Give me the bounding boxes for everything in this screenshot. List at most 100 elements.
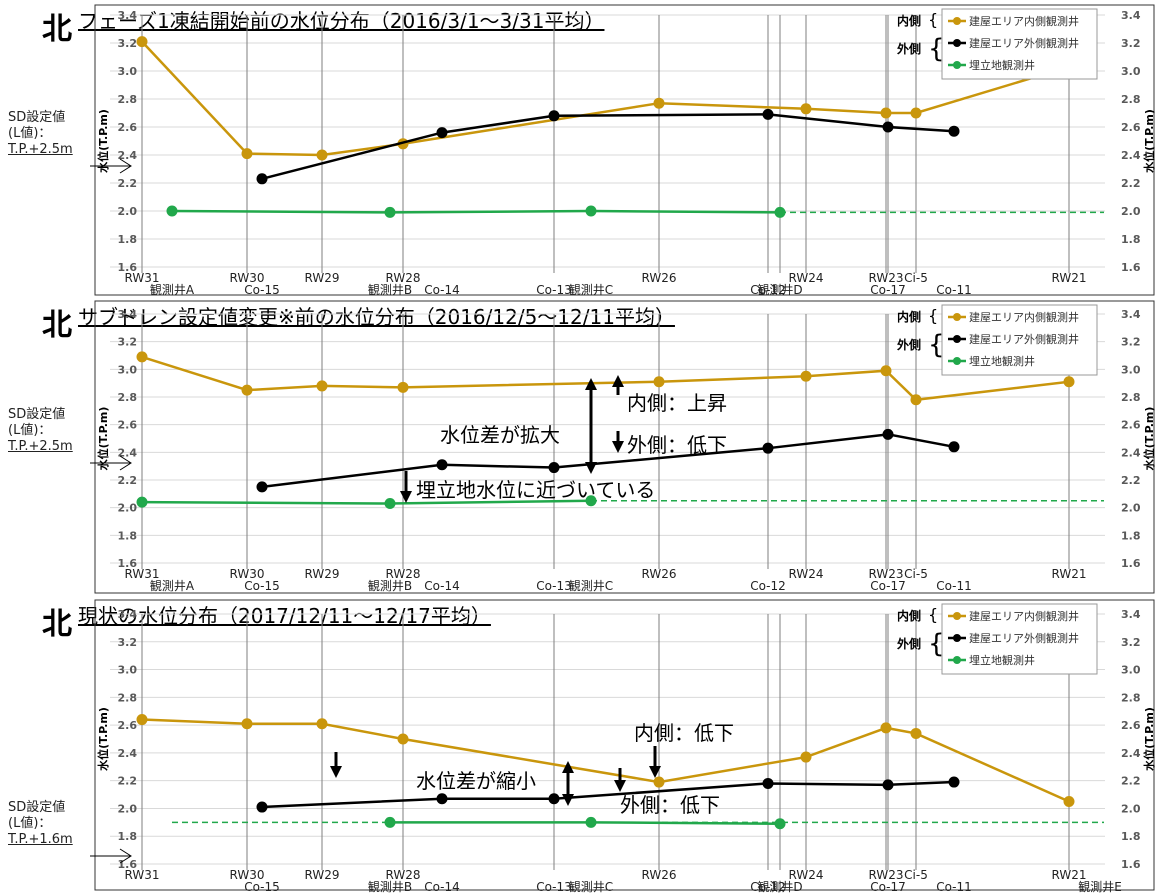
y-tick-label-right: 2.6 xyxy=(1121,419,1141,432)
series-line xyxy=(141,718,1070,803)
x-tick-label: RW23 xyxy=(869,271,904,285)
x-tick-label: Co-13 xyxy=(536,283,572,297)
y-tick-label-left: 1.8 xyxy=(118,830,138,843)
y-tick-label-right: 1.8 xyxy=(1121,233,1141,246)
x-tick-label: RW24 xyxy=(789,567,824,581)
series-line xyxy=(261,433,955,489)
legend-bracket: { xyxy=(928,629,945,659)
annotation-text: 外側：低下 xyxy=(627,433,727,457)
x-tick-label: 観測井A xyxy=(150,283,195,297)
sd-setting-line: SD設定値 xyxy=(8,407,66,422)
legend-swatch-marker xyxy=(953,612,961,620)
y-tick-label-right: 3.4 xyxy=(1121,608,1141,621)
y-tick-label-left: 2.2 xyxy=(118,177,138,190)
series-line xyxy=(171,209,781,214)
x-tick-label: RW30 xyxy=(230,868,265,882)
y-tick-label-left: 2.2 xyxy=(118,474,138,487)
y-tick-label-right: 2.6 xyxy=(1121,719,1141,732)
data-point xyxy=(585,816,597,828)
series-line xyxy=(390,821,781,825)
chart-title: サブドレン設定値変更※前の水位分布（2016/12/5～12/11平均） xyxy=(78,305,675,329)
data-point xyxy=(880,107,892,119)
y-axis-label-right: 水位(T.P.m) xyxy=(1142,407,1156,471)
annotation-text: 内側：低下 xyxy=(634,721,734,745)
y-tick-label-left: 2.6 xyxy=(118,419,138,432)
x-tick-label: Co-15 xyxy=(244,880,280,893)
x-tick-label: Co-17 xyxy=(870,880,906,893)
y-tick-label-left: 1.6 xyxy=(118,261,138,274)
data-point xyxy=(397,733,409,745)
y-tick-label-right: 2.4 xyxy=(1121,149,1141,162)
y-tick-label-right: 2.2 xyxy=(1121,177,1141,190)
chart-frame xyxy=(94,300,1155,594)
legend-swatch-marker xyxy=(953,634,961,642)
chart-frame xyxy=(94,599,1155,891)
data-point xyxy=(653,776,665,788)
x-tick-label: Ci-5 xyxy=(904,868,928,882)
data-point xyxy=(548,110,560,122)
data-point xyxy=(136,496,148,508)
data-point xyxy=(316,718,328,730)
data-point xyxy=(256,481,268,493)
x-tick-label: RW30 xyxy=(230,567,265,581)
series-line xyxy=(141,355,1070,402)
data-point xyxy=(910,727,922,739)
x-tick-label: Co-13 xyxy=(536,880,572,893)
x-tick-label: 観測井B xyxy=(368,283,412,297)
y-tick-label-right: 1.8 xyxy=(1121,529,1141,542)
y-tick-label-right: 2.0 xyxy=(1121,502,1141,515)
annotation-text: 水位差が縮小 xyxy=(416,769,536,793)
legend-swatch-marker xyxy=(953,335,961,343)
sd-setting-line: SD設定値 xyxy=(8,800,66,815)
legend-entry: 埋立地観測井 xyxy=(969,653,1035,667)
y-tick-label-right: 3.2 xyxy=(1121,636,1141,649)
x-tick-label: Co-11 xyxy=(936,283,972,297)
x-tick-label: RW31 xyxy=(125,868,160,882)
data-point xyxy=(800,370,812,382)
legend-group-label: 内側 xyxy=(897,309,921,324)
x-tick-label: RW31 xyxy=(125,567,160,581)
legend-swatch-marker xyxy=(953,656,961,664)
legend-entry: 建屋エリア外側観測井 xyxy=(969,332,1079,346)
y-tick-label-left: 2.6 xyxy=(118,121,138,134)
data-point xyxy=(762,777,774,789)
sd-arrow-head xyxy=(119,455,132,471)
annotation-text: 外側：低下 xyxy=(620,793,720,817)
legend-swatch-marker xyxy=(953,39,961,47)
y-tick-label-left: 2.0 xyxy=(118,802,138,815)
y-tick-label-left: 2.8 xyxy=(118,391,138,404)
data-point xyxy=(653,376,665,388)
data-point xyxy=(948,441,960,453)
sd-setting-label: SD設定値 (L値)： T.P.+2.5m xyxy=(8,110,73,158)
legend-swatch-marker xyxy=(953,17,961,25)
x-tick-label: RW23 xyxy=(869,567,904,581)
x-tick-label: RW28 xyxy=(386,567,421,581)
data-point xyxy=(653,97,665,109)
x-tick-label: Co-12 xyxy=(750,579,786,593)
y-tick-label-left: 1.6 xyxy=(118,557,138,570)
x-tick-label: 観測井E xyxy=(1078,880,1122,893)
data-point xyxy=(241,718,253,730)
x-tick-label: 観測井C xyxy=(569,283,613,297)
x-tick-label: RW26 xyxy=(642,868,677,882)
x-tick-label: 観測井C xyxy=(569,880,613,893)
x-tick-label: RW26 xyxy=(642,271,677,285)
chart-title: 現状の水位分布（2017/12/11～12/17平均） xyxy=(78,604,491,628)
y-tick-label-right: 2.2 xyxy=(1121,775,1141,788)
data-point xyxy=(948,776,960,788)
sd-setting-label: SD設定値 (L値)： T.P.+1.6m xyxy=(8,800,73,848)
data-point xyxy=(436,793,448,805)
sd-setting-line: (L値)： xyxy=(8,816,52,831)
x-tick-label: RW24 xyxy=(789,271,824,285)
data-point xyxy=(436,127,448,139)
y-tick-label-right: 3.0 xyxy=(1121,363,1141,376)
legend-entry: 埋立地観測井 xyxy=(969,354,1035,368)
legend-box xyxy=(941,603,1098,675)
legend-box xyxy=(941,8,1098,80)
sd-setting-line: T.P.+1.6m xyxy=(8,832,73,847)
data-point xyxy=(384,206,396,218)
x-tick-label: 観測井D xyxy=(757,880,802,893)
sd-setting-line: T.P.+2.5m xyxy=(8,142,73,157)
x-tick-label: Co-11 xyxy=(936,579,972,593)
legend-box xyxy=(941,304,1098,376)
